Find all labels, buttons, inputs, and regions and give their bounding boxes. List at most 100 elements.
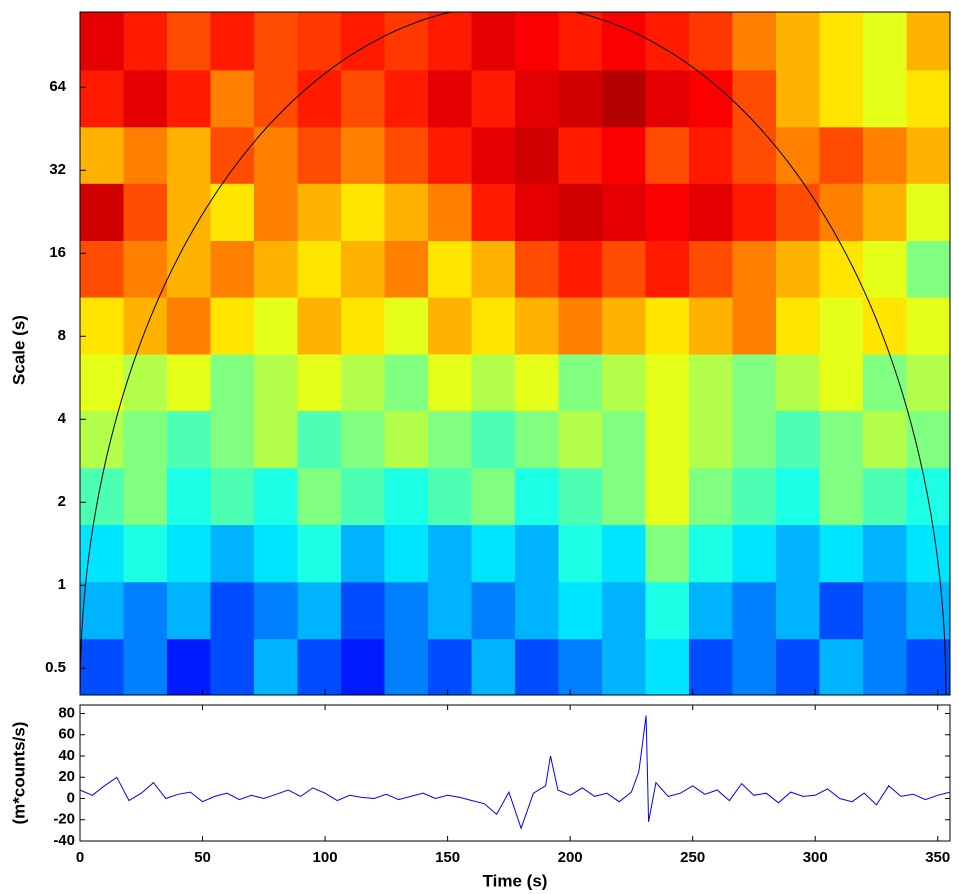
x-axis-title: Time (s) [483,871,548,890]
heatmap-cell [819,69,864,128]
heatmap-cell [80,524,124,583]
heatmap-cell [863,581,907,640]
heatmap-cell [689,410,733,469]
heatmap-cell [297,581,342,640]
x-tick-label: 100 [313,849,338,866]
heatmap-cell [341,297,385,355]
heatmap-cell [689,240,733,298]
heatmap-cell [341,581,385,640]
heatmap-cell [863,240,907,298]
heatmap-cell [776,581,820,640]
heatmap-cell [558,638,603,695]
heatmap-cell [80,126,124,184]
heatmap-cell [558,297,603,355]
heatmap-cell [297,183,342,242]
y-tick-label: 32 [49,161,66,178]
heatmap-cell [645,638,690,695]
heatmap-cell [210,126,255,184]
top-frame [79,11,951,696]
heatmap-cell [515,467,559,526]
heatmap-cell [819,183,864,242]
x-tick-label: 150 [435,849,460,866]
heatmap-cell [210,524,255,583]
heatmap-cell [471,183,516,242]
heatmap-cell [210,638,255,695]
heatmap-cell [297,410,342,469]
heatmap-cell [471,638,516,695]
heatmap-cell [341,353,385,412]
heatmap-cell [515,353,559,412]
heatmap-cell [384,467,429,526]
heatmap-cell [645,353,690,412]
heatmap-cell [819,126,864,184]
heatmap-cell [341,638,385,695]
heatmap-cell [123,410,168,469]
heatmap-cell [863,410,907,469]
heatmap-cell [863,638,907,695]
heatmap-cell [167,467,211,526]
heatmap-cell [341,126,385,184]
heatmap-cell [602,638,646,695]
y-tick-label: 60 [58,726,75,743]
heatmap-cell [254,183,298,242]
heatmap-cell [123,638,168,695]
heatmap-cell [384,524,429,583]
heatmap-cell [689,581,733,640]
heatmap-cell [645,240,690,298]
heatmap-cell [645,183,690,242]
heatmap-cell [471,126,516,184]
heatmap-cell [558,240,603,298]
heatmap-cell [515,410,559,469]
heatmap-cell [471,524,516,583]
y-tick-label: 2 [58,493,66,510]
heatmap-cell [123,524,168,583]
heatmap-cell [602,183,646,242]
heatmap-cell [863,353,907,412]
x-tick-label: 0 [76,849,84,866]
heatmap-cell [428,638,472,695]
heatmap-cell [602,240,646,298]
heatmap-cell [123,581,168,640]
heatmap-cell [210,183,255,242]
heatmap-cell [428,183,472,242]
heatmap-cell [167,297,211,355]
heatmap-cell [297,240,342,298]
heatmap-cell [254,297,298,355]
heatmap-cell [732,297,777,355]
y-tick-label: 80 [58,704,75,721]
heatmap-cell [428,297,472,355]
bottom-frame [79,704,951,842]
heatmap-cell [471,12,516,71]
heatmap-cell [210,353,255,412]
heatmap-cell [254,524,298,583]
heatmap-cell [428,240,472,298]
heatmap-cell [341,467,385,526]
heatmap-cell [515,69,559,128]
heatmap-cell [80,240,124,298]
heatmap-cell [254,467,298,526]
heatmap-cell [776,467,820,526]
heatmap-cell [906,126,950,184]
heatmap-cell [167,638,211,695]
heatmap-cell [167,240,211,298]
heatmap-cell [428,126,472,184]
heatmap-cell [863,69,907,128]
heatmap-cell [602,581,646,640]
heatmap-cell [776,524,820,583]
heatmap-cell [384,581,429,640]
heatmap-cell [384,12,429,71]
heatmap-cell [80,410,124,469]
heatmap-cell [732,183,777,242]
heatmap-cell [254,240,298,298]
heatmap-cell [210,410,255,469]
heatmap-cell [602,126,646,184]
heatmap-cell [645,467,690,526]
heatmap-cell [428,467,472,526]
heatmap-cell [819,467,864,526]
heatmap-cell [645,69,690,128]
heatmap-cell [123,69,168,128]
heatmap-cell [776,12,820,71]
heatmap-cell [689,353,733,412]
heatmap-cell [254,410,298,469]
heatmap-cell [428,410,472,469]
